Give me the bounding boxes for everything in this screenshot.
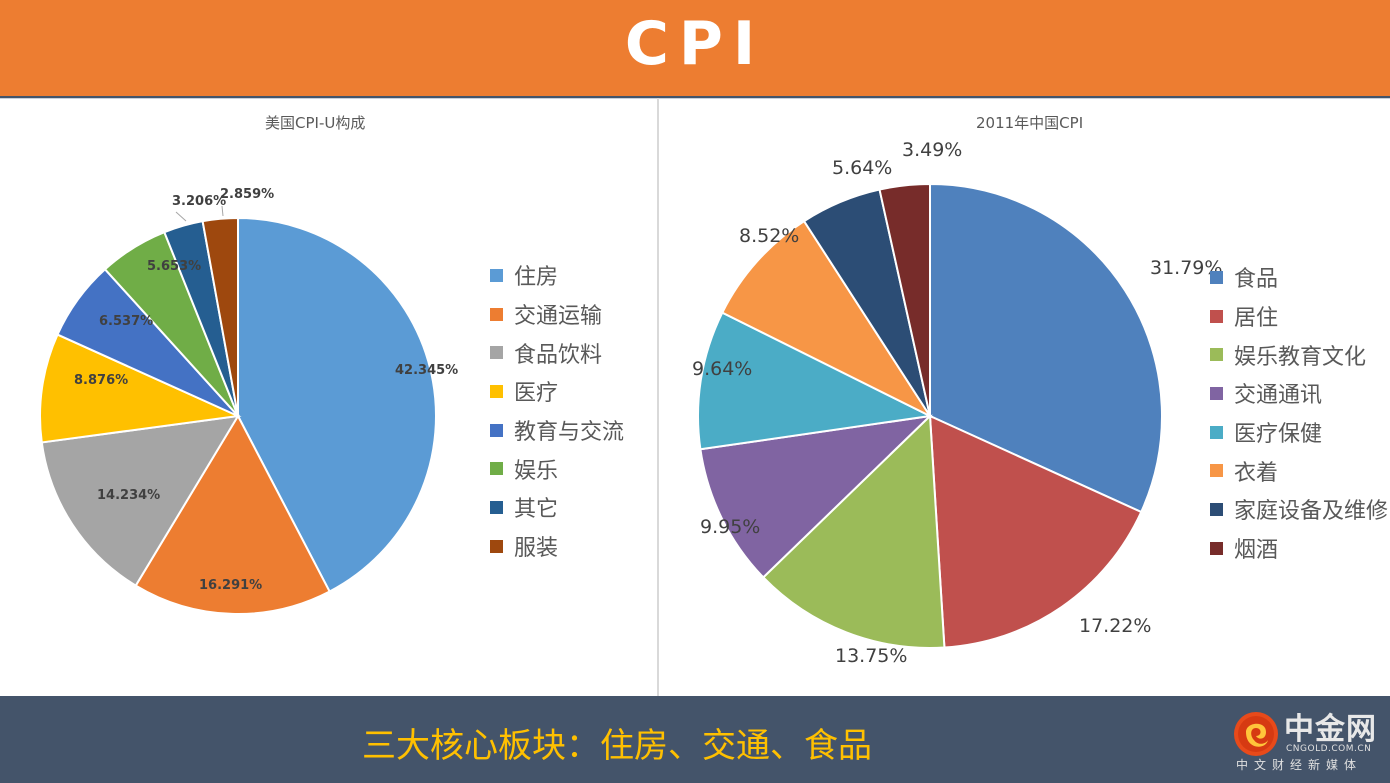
data-label: 13.75% <box>835 645 907 667</box>
logo-tagline: 中文财经新媒体 <box>1236 758 1363 772</box>
data-label: 9.95% <box>700 516 760 538</box>
pie-slice <box>929 182 1163 514</box>
legend-item: 居住 <box>1210 297 1388 336</box>
data-label: 5.64% <box>832 157 892 179</box>
header-rule <box>0 96 1390 98</box>
data-label: 16.291% <box>199 578 262 593</box>
legend-item: 服装 <box>490 527 624 566</box>
legend-swatch <box>1210 425 1223 439</box>
legend-swatch <box>490 539 503 553</box>
china-chart-title: 2011年中国CPI <box>976 114 1084 132</box>
legend-label: 食品饮料 <box>514 342 603 368</box>
pie-slice <box>761 413 946 649</box>
legend-label: 娱乐教育文化 <box>1234 344 1367 370</box>
legend-swatch <box>1210 348 1223 362</box>
data-label: 2.859% <box>220 187 274 202</box>
pie-slice <box>697 311 934 451</box>
label-leader-line <box>221 205 224 217</box>
us-chart-legend: 住房交通运输食品饮料医疗教育与交流娱乐其它服装 <box>490 256 624 566</box>
page-title: CPI <box>624 9 766 79</box>
pie-slice <box>134 413 331 615</box>
legend-label: 住房 <box>514 265 559 291</box>
cngold-logo: 中金网 CNGOLD.COM.CN 中文财经新媒体 <box>1230 708 1390 778</box>
label-leader-line <box>175 211 187 222</box>
legend-label: 居住 <box>1234 306 1279 332</box>
legend-label: 交通运输 <box>514 304 603 330</box>
legend-swatch <box>490 346 503 360</box>
legend-item: 交通通讯 <box>1210 374 1388 413</box>
data-label: 3.206% <box>172 194 226 209</box>
legend-item: 医疗保健 <box>1210 413 1388 452</box>
legend-item: 烟酒 <box>1210 529 1388 568</box>
pie-slice <box>201 216 239 417</box>
legend-swatch <box>490 423 503 437</box>
data-label: 5.653% <box>147 259 201 274</box>
legend-swatch <box>490 500 503 514</box>
legend-swatch <box>1210 386 1223 400</box>
legend-label: 医疗 <box>514 381 559 407</box>
legend-item: 食品 <box>1210 258 1388 297</box>
legend-swatch <box>490 268 503 282</box>
footer-banner: 三大核心板块：住房、交通、食品 中金网 CNGOLD.COM.CN 中文财经新媒… <box>0 696 1390 783</box>
data-label: 9.64% <box>692 358 752 380</box>
pie-slice <box>237 216 437 593</box>
legend-swatch <box>490 462 503 476</box>
legend-label: 医疗保健 <box>1234 422 1323 448</box>
legend-swatch <box>1210 309 1223 323</box>
legend-swatch <box>1210 541 1223 555</box>
legend-swatch <box>1210 502 1223 516</box>
legend-label: 烟酒 <box>1234 538 1279 564</box>
data-label: 14.234% <box>97 488 160 503</box>
legend-label: 食品 <box>1234 267 1279 293</box>
legend-item: 医疗 <box>490 372 624 411</box>
data-label: 8.876% <box>74 373 128 388</box>
pie-slice <box>720 219 933 419</box>
legend-item: 住房 <box>490 256 624 295</box>
legend-label: 家庭设备及维修 <box>1234 499 1389 525</box>
panel-divider <box>657 98 659 696</box>
legend-label: 娱乐 <box>514 458 559 484</box>
pie-slice <box>40 414 240 587</box>
us-chart-title: 美国CPI-U构成 <box>265 114 366 132</box>
pie-slice <box>878 182 931 417</box>
legend-label: 服装 <box>514 536 559 562</box>
legend-item: 娱乐 <box>490 449 624 488</box>
legend-label: 交通通讯 <box>1234 383 1323 409</box>
legend-item: 教育与交流 <box>490 411 624 450</box>
legend-item: 食品饮料 <box>490 333 624 372</box>
logo-name: 中金网 <box>1284 712 1377 747</box>
legend-label: 其它 <box>514 497 559 523</box>
china-cpi-pie-chart: 31.79% 17.22% 13.75% 9.95% 9.64% 8.52% 5.64% 3.… <box>692 139 1222 667</box>
china-chart-legend: 食品居住娱乐教育文化 交通通讯医疗保健衣着家庭设备及维修 烟酒 <box>1210 258 1388 568</box>
legend-swatch <box>1210 270 1223 284</box>
pie-slice <box>699 414 933 579</box>
header-rule-light <box>0 98 1390 99</box>
pie-slice <box>39 333 242 444</box>
legend-label: 教育与交流 <box>514 420 625 446</box>
legend-item: 衣着 <box>1210 451 1388 490</box>
pie-slice <box>928 414 1143 649</box>
legend-label: 衣着 <box>1234 460 1279 486</box>
data-label: 42.345% <box>395 363 458 378</box>
data-label: 8.52% <box>739 225 799 247</box>
legend-item: 交通运输 <box>490 295 624 334</box>
data-label: 3.49% <box>902 139 962 161</box>
legend-item: 娱乐教育文化 <box>1210 335 1388 374</box>
cngold-logo-icon <box>1234 712 1278 756</box>
data-label: 6.537% <box>99 314 153 329</box>
legend-swatch <box>1210 464 1223 478</box>
legend-swatch <box>490 307 503 321</box>
legend-item: 家庭设备及维修 <box>1210 490 1388 529</box>
legend-item: 其它 <box>490 488 624 527</box>
us-cpi-pie-chart: 42.345% 16.291% 14.234% 8.876% 6.537% 5.653% 3… <box>39 187 458 615</box>
legend-swatch <box>490 384 503 398</box>
data-label: 31.79% <box>1150 257 1222 279</box>
data-label: 17.22% <box>1079 615 1151 637</box>
title-banner: CPI <box>0 0 1390 96</box>
logo-domain: CNGOLD.COM.CN <box>1286 744 1372 754</box>
footer-summary: 三大核心板块：住房、交通、食品 <box>362 726 872 766</box>
